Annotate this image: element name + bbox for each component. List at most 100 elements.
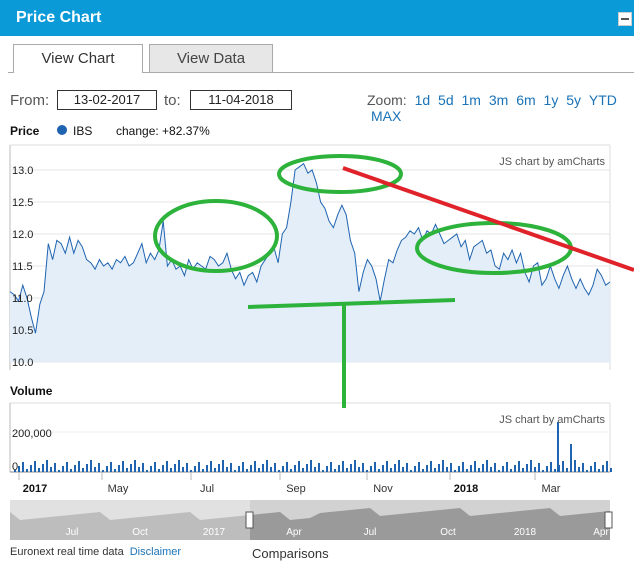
volume-bar	[198, 462, 200, 472]
volume-bar	[114, 469, 116, 472]
volume-bar	[186, 463, 188, 472]
volume-bar	[178, 460, 180, 472]
volume-bar	[410, 470, 412, 472]
volume-bar	[138, 467, 140, 472]
volume-bar	[330, 462, 332, 472]
zoom-label: Zoom:	[367, 92, 407, 108]
series-name[interactable]: IBS	[73, 124, 93, 138]
volume-bar	[414, 466, 416, 472]
amcharts-credit[interactable]: JS chart by amCharts	[499, 156, 605, 168]
tab-view-data[interactable]: View Data	[149, 44, 273, 72]
volume-bar	[122, 461, 124, 472]
from-date-input[interactable]: 13-02-2017	[57, 90, 157, 110]
volume-bar	[590, 466, 592, 472]
volume-bar	[290, 469, 292, 472]
zoom-1m-button[interactable]: 1m	[461, 92, 481, 108]
navigator-label: 2018	[514, 527, 537, 538]
volume-bar	[326, 466, 328, 472]
volume-bar	[466, 469, 468, 472]
volume-bar	[530, 460, 532, 472]
volume-bar	[30, 465, 32, 472]
volume-bar	[486, 460, 488, 472]
volume-bar	[454, 470, 456, 472]
volume-bar	[358, 467, 360, 472]
change-value: change: +82.37%	[116, 124, 210, 138]
volume-bar	[570, 444, 572, 472]
volume-bar	[350, 464, 352, 472]
volume-bar	[94, 467, 96, 472]
navigator-label: Oct	[132, 527, 148, 538]
navigator-label: Jul	[364, 527, 377, 538]
disclaimer-link[interactable]: Disclaimer	[129, 546, 182, 558]
volume-bar	[422, 469, 424, 472]
volume-bar	[542, 470, 544, 472]
to-date-input[interactable]: 11-04-2018	[190, 90, 292, 110]
amcharts-credit-volume[interactable]: JS chart by amCharts	[499, 414, 605, 426]
volume-bar	[78, 461, 80, 472]
series-marker-icon[interactable]	[57, 125, 67, 135]
volume-bar	[202, 469, 204, 472]
volume-bar	[286, 462, 288, 472]
volume-bar	[266, 460, 268, 472]
volume-bar	[70, 469, 72, 472]
volume-bar	[234, 470, 236, 472]
zoom-5d-button[interactable]: 5d	[438, 92, 454, 108]
volume-bar	[378, 469, 380, 472]
annotation-support-line	[247, 298, 456, 309]
price-y-tick: 10.5	[12, 325, 33, 337]
navigator-label: Oct	[440, 527, 456, 538]
navigator-left-handle[interactable]	[245, 511, 254, 529]
panel-title: Price Chart	[16, 9, 102, 26]
volume-bar	[258, 468, 260, 472]
volume-bar	[278, 470, 280, 472]
volume-bar	[354, 460, 356, 472]
volume-bar	[242, 462, 244, 472]
volume-bar	[214, 468, 216, 472]
volume-bar	[418, 462, 420, 472]
volume-bar	[522, 468, 524, 472]
volume-bar	[166, 461, 168, 472]
volume-bar	[210, 461, 212, 472]
volume-bar	[162, 465, 164, 472]
zoom-ytd-button[interactable]: YTD	[588, 92, 617, 108]
volume-bar	[538, 463, 540, 472]
volume-bar	[434, 468, 436, 472]
volume-bar	[338, 465, 340, 472]
volume-bar	[402, 467, 404, 472]
minimize-icon[interactable]	[618, 12, 632, 26]
volume-bar	[246, 469, 248, 472]
volume-bar	[194, 466, 196, 472]
volume-bar	[346, 468, 348, 472]
volume-bar	[366, 470, 368, 472]
x-tick-label: Jul	[200, 483, 214, 495]
zoom-6m-button[interactable]: 6m	[516, 92, 536, 108]
volume-bar	[334, 469, 336, 472]
x-tick-label: 2018	[454, 483, 478, 495]
volume-bar	[42, 464, 44, 472]
zoom-3m-button[interactable]: 3m	[488, 92, 509, 108]
volume-bar	[106, 466, 108, 472]
volume-bar	[442, 460, 444, 472]
zoom-max-button[interactable]: MAX	[371, 108, 402, 124]
volume-bar	[298, 461, 300, 472]
navigator-right-handle[interactable]	[604, 511, 613, 529]
volume-bar	[462, 462, 464, 472]
volume-bar	[226, 467, 228, 472]
volume-bar	[230, 463, 232, 472]
annotation-ellipse-top	[277, 154, 403, 194]
volume-bar	[170, 468, 172, 472]
volume-bar	[474, 461, 476, 472]
volume-bar	[610, 468, 612, 472]
volume-bar	[594, 462, 596, 472]
volume-bar	[318, 463, 320, 472]
volume-bar	[482, 464, 484, 472]
zoom-1d-button[interactable]: 1d	[414, 92, 431, 108]
volume-bar	[514, 465, 516, 472]
volume-bar	[582, 463, 584, 472]
zoom-1y-button[interactable]: 1y	[543, 92, 559, 108]
price-series-line[interactable]	[9, 162, 611, 334]
zoom-5y-button[interactable]: 5y	[566, 92, 582, 108]
tab-view-chart[interactable]: View Chart	[13, 44, 143, 73]
x-axis: 2017 May Jul Sep Nov 2018 Mar	[18, 472, 561, 495]
